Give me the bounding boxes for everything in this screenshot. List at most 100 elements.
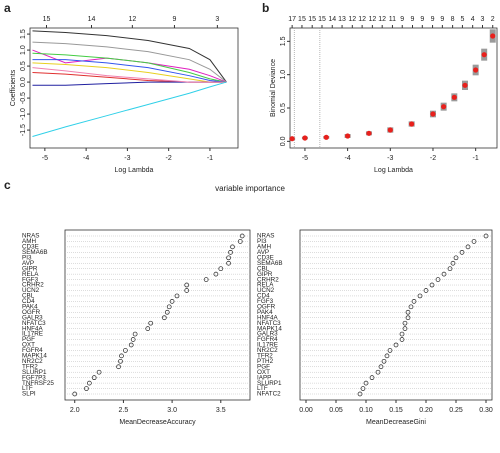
top-tick-label: 11 [389,16,396,23]
category-label: NRAS [22,233,40,240]
importance-point [148,320,154,326]
top-tick-label: 9 [440,16,444,23]
category-label: SLURP1 [22,369,47,376]
top-tick-label: 15 [308,16,316,23]
importance-point [453,255,459,261]
category-label: HNF4A [257,314,278,321]
coefficient-path [32,67,227,83]
importance-point [132,331,138,337]
importance-point [357,391,363,397]
importance-point [402,320,408,326]
category-label: SEMA6B [257,260,283,267]
x-tick-label: -3 [387,155,393,162]
top-tick-label: 12 [378,16,386,23]
importance-point [164,309,170,315]
top-tick-label: 3 [215,16,219,23]
y-tick-label: 0.0 [20,77,27,87]
plot-frame [64,229,251,401]
importance-point [130,337,136,342]
category-label: FGF3 [22,276,39,283]
importance-point [230,244,235,250]
category-label: PAK4 [22,303,38,310]
category-label: CBL [22,293,35,300]
category-label: AMH [257,244,271,251]
importance-point [203,277,209,282]
category-label: CRHR2 [22,282,44,289]
x-tick-label: 0.30 [479,407,493,414]
category-label: SEMA6B [22,249,48,256]
top-tick-label: 17 [288,16,296,23]
coefficient-path [32,52,227,83]
top-tick-label: 15 [298,16,306,23]
x-tick-label: 3.5 [216,407,226,414]
category-label: UCN2 [22,287,40,294]
category-label: SLPI [22,391,36,398]
importance-point [441,271,447,277]
category-label: GALR3 [22,314,43,321]
x-tick-label: -5 [302,155,308,162]
deviance-point [481,52,487,58]
importance-point [375,369,381,375]
x-tick-label: -1 [207,155,213,162]
section-title: variable importance [215,184,285,193]
importance-point [226,260,231,266]
importance-point [128,342,134,348]
category-label: PGF [257,363,270,370]
category-label: GALR3 [257,331,278,338]
category-label: AVP [257,249,269,256]
importance-point [450,260,456,266]
coefficient-path [32,41,227,83]
x-tick-label: 2.0 [70,407,80,414]
importance-point [360,386,366,391]
importance-point [239,233,245,239]
top-tick-label: 9 [172,16,176,23]
top-tick-label: 9 [420,16,424,23]
importance-point [384,353,390,359]
category-label: PAK4 [257,309,273,316]
x-axis-label: MeanDecreaseAccuracy [119,419,196,426]
category-label: FGFR4 [22,347,43,354]
top-tick-label: 9 [431,16,435,23]
deviance-point [302,135,308,141]
x-tick-label: 0.15 [389,407,403,414]
category-label: FGFR4 [257,336,278,343]
importance-point [166,304,172,310]
category-label: OXT [22,342,35,349]
top-tick-label: 5 [460,16,464,23]
plot-frame [299,229,493,401]
top-tick-label: 13 [338,16,346,23]
category-label: CD3E [22,244,39,251]
x-tick-label: -4 [345,155,351,162]
category-label: PGF [22,336,35,343]
x-tick-label: -3 [124,155,130,162]
category-label: TFR2 [22,363,38,370]
y-tick-label: 1.0 [20,45,27,55]
category-label: CRHR2 [257,276,279,283]
importance-point [381,358,387,364]
top-tick-label: 12 [368,16,376,23]
panel-label: b [262,1,269,15]
panel-label: a [4,1,11,15]
x-axis-label: Log Lambda [115,167,154,174]
plot-frame [289,27,498,149]
category-label: SLURP1 [257,380,282,387]
top-tick-label: 2 [491,16,495,23]
category-label: PI3 [257,238,267,245]
importance-point [96,369,102,375]
category-label: CBL [257,265,270,272]
importance-point [393,342,399,348]
category-label: PTH2 [257,358,274,365]
x-tick-label: 2.5 [119,407,129,414]
category-label: TFR2 [257,353,273,360]
category-label: PI3 [22,254,32,261]
plot-frame [29,27,239,149]
importance-point [72,391,78,397]
coefficient-path [32,59,227,83]
importance-point [174,293,180,299]
y-tick-label: 0.5 [280,103,287,113]
top-tick-label: 12 [128,16,136,23]
deviance-point [366,130,372,136]
category-label: HNF4A [22,325,43,332]
importance-point [84,386,89,391]
